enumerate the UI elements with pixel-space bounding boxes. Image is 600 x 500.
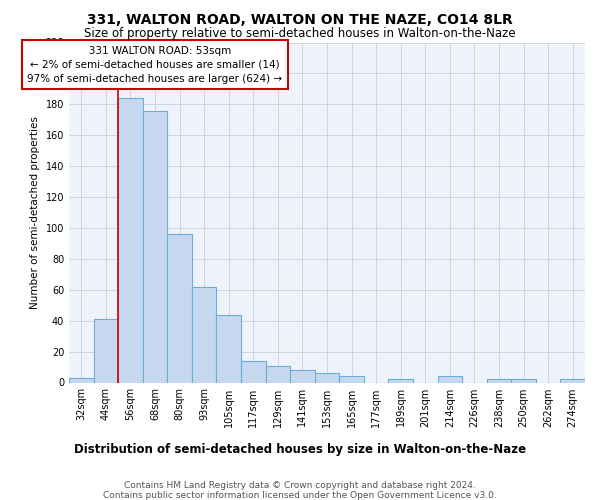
Bar: [266, 366, 290, 382]
Bar: [388, 380, 413, 382]
Text: Size of property relative to semi-detached houses in Walton-on-the-Naze: Size of property relative to semi-detach…: [84, 28, 516, 40]
Bar: [217, 314, 241, 382]
Bar: [94, 319, 118, 382]
Bar: [487, 380, 511, 382]
Bar: [339, 376, 364, 382]
Text: 331, WALTON ROAD, WALTON ON THE NAZE, CO14 8LR: 331, WALTON ROAD, WALTON ON THE NAZE, CO…: [87, 12, 513, 26]
Bar: [437, 376, 462, 382]
Bar: [118, 98, 143, 382]
Bar: [192, 286, 217, 382]
Text: 331 WALTON ROAD: 53sqm
← 2% of semi-detached houses are smaller (14)
97% of semi: 331 WALTON ROAD: 53sqm ← 2% of semi-deta…: [28, 46, 283, 84]
Bar: [511, 380, 536, 382]
Text: Contains public sector information licensed under the Open Government Licence v3: Contains public sector information licen…: [103, 491, 497, 500]
Text: Distribution of semi-detached houses by size in Walton-on-the-Naze: Distribution of semi-detached houses by …: [74, 442, 526, 456]
Bar: [315, 373, 339, 382]
Bar: [69, 378, 94, 382]
Text: Contains HM Land Registry data © Crown copyright and database right 2024.: Contains HM Land Registry data © Crown c…: [124, 481, 476, 490]
Bar: [143, 110, 167, 382]
Bar: [167, 234, 192, 382]
Bar: [290, 370, 315, 382]
Y-axis label: Number of semi-detached properties: Number of semi-detached properties: [30, 116, 40, 309]
Bar: [241, 361, 266, 382]
Bar: [560, 380, 585, 382]
